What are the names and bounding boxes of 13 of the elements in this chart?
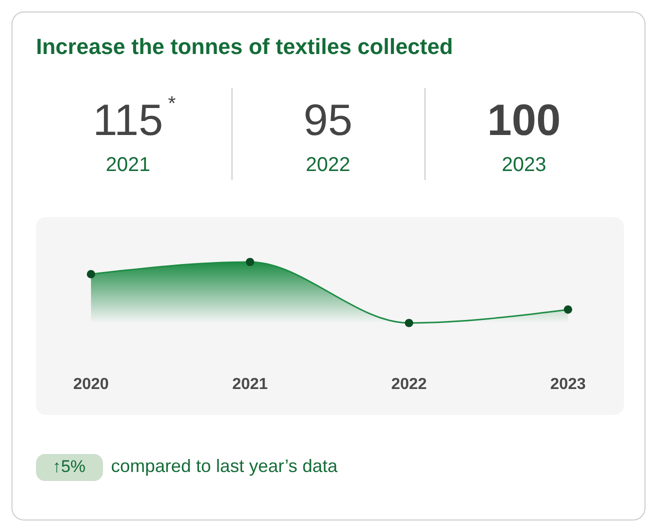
text: 2023	[502, 154, 546, 176]
text: 95	[304, 96, 352, 145]
x-tick-label: 2023	[550, 376, 586, 393]
chart-title: Increase the tonnes of textiles collected	[36, 34, 453, 59]
text: 2021	[106, 154, 150, 176]
x-tick-label: 2021	[232, 376, 268, 393]
text: compared to last year’s data	[111, 456, 338, 476]
text: 100	[487, 96, 561, 145]
text: 2022	[306, 154, 350, 176]
x-tick-label: 2020	[73, 376, 109, 393]
text: ↑5%	[52, 457, 86, 476]
x-tick-label: 2022	[391, 376, 427, 393]
text: 115*	[92, 93, 176, 145]
